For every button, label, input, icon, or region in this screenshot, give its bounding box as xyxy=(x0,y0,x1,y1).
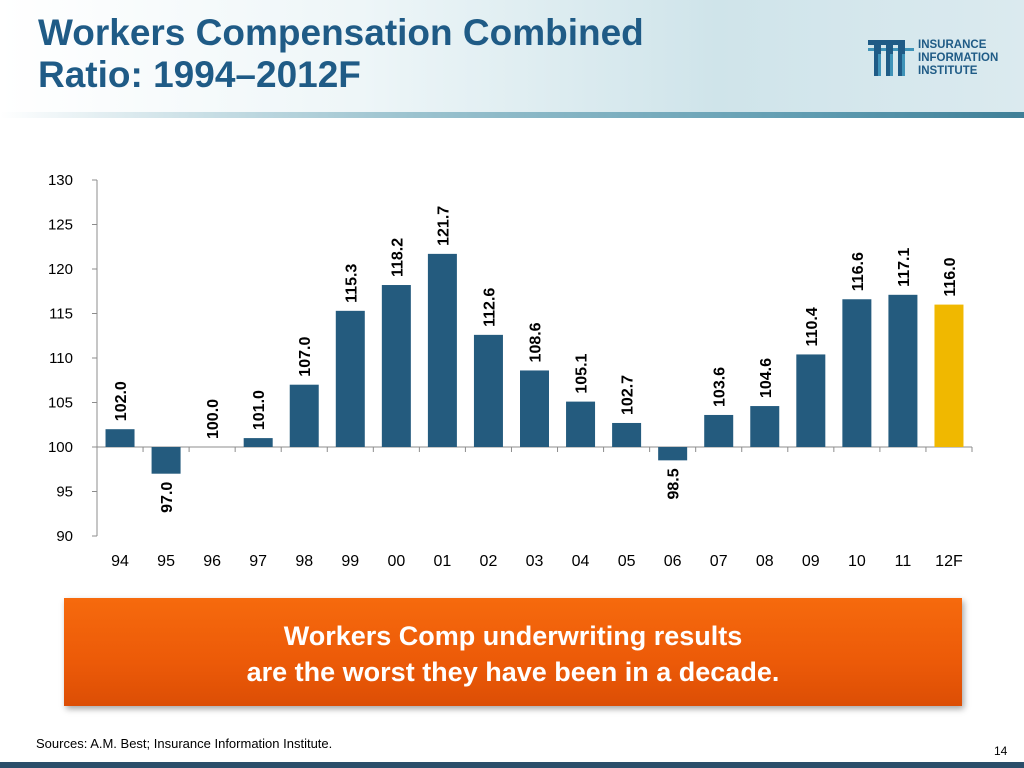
data-label: 101.0 xyxy=(251,390,268,430)
x-tick-label: 96 xyxy=(203,553,221,570)
data-label: 97.0 xyxy=(159,482,176,513)
x-tick-label: 94 xyxy=(111,553,129,570)
bar xyxy=(796,354,826,447)
data-label: 102.0 xyxy=(113,381,130,421)
x-tick-label: 01 xyxy=(433,553,451,570)
x-tick-label: 95 xyxy=(157,553,175,570)
x-tick-label: 10 xyxy=(848,553,866,570)
bar xyxy=(750,406,780,447)
data-label: 110.4 xyxy=(804,307,821,346)
title-line-1: Workers Compensation Combined xyxy=(38,12,644,53)
data-label: 112.6 xyxy=(481,288,498,327)
x-tick-label: 03 xyxy=(526,553,544,570)
iii-logo: INSURANCE INFORMATION INSTITUTE xyxy=(866,36,1016,80)
x-tick-label: 97 xyxy=(249,553,267,570)
x-tick-label: 11 xyxy=(895,553,912,570)
logo-line: INFORMATION xyxy=(918,52,999,64)
source-note: Sources: A.M. Best; Insurance Informatio… xyxy=(36,736,333,751)
logo-text: INSURANCE INFORMATION INSTITUTE xyxy=(918,39,998,78)
bar xyxy=(520,370,549,447)
x-tick-label: 09 xyxy=(802,553,820,570)
bar xyxy=(381,285,411,447)
y-tick-label: 120 xyxy=(48,261,73,278)
bar xyxy=(105,429,135,447)
data-label: 102.7 xyxy=(620,375,637,415)
y-tick-label: 125 xyxy=(48,217,73,234)
data-label: 121.7 xyxy=(435,206,452,246)
y-tick-label: 130 xyxy=(48,172,73,189)
bar xyxy=(243,438,273,447)
bar xyxy=(888,294,918,447)
data-label: 107.0 xyxy=(297,337,314,377)
x-tick-label: 04 xyxy=(572,553,590,570)
bar xyxy=(612,422,642,447)
bar xyxy=(842,299,872,447)
bar xyxy=(289,384,319,447)
bar xyxy=(704,414,734,447)
bar xyxy=(427,253,457,447)
data-label: 117.1 xyxy=(896,248,913,287)
title-line-2: Ratio: 1994–2012F xyxy=(38,54,361,95)
bar xyxy=(658,447,688,461)
x-tick-label: 07 xyxy=(710,553,728,570)
data-label: 98.5 xyxy=(666,468,683,499)
x-tick-label: 06 xyxy=(664,553,682,570)
data-label: 108.6 xyxy=(528,322,545,362)
bottom-bar xyxy=(0,762,1024,768)
bar xyxy=(566,401,596,447)
bar xyxy=(335,310,365,447)
callout-line-2: are the worst they have been in a decade… xyxy=(246,657,780,687)
data-label: 116.6 xyxy=(850,252,867,291)
y-tick-label: 95 xyxy=(56,484,73,501)
x-tick-label: 08 xyxy=(756,553,774,570)
x-tick-label: 00 xyxy=(387,553,405,570)
header-divider xyxy=(0,112,1024,118)
slide-title: Workers Compensation Combined Ratio: 199… xyxy=(38,12,644,96)
data-label: 116.0 xyxy=(942,257,959,296)
y-tick-label: 105 xyxy=(48,395,73,412)
y-tick-label: 115 xyxy=(49,306,73,323)
iii-logo-icon xyxy=(868,40,914,76)
header-background xyxy=(0,0,1024,118)
logo-line: INSURANCE xyxy=(918,39,987,51)
bar xyxy=(934,304,964,447)
x-tick-label: 05 xyxy=(618,553,636,570)
callout-box: Workers Comp underwriting results are th… xyxy=(64,598,962,706)
x-tick-label: 12F xyxy=(935,553,963,570)
bar xyxy=(151,447,181,474)
data-label: 105.1 xyxy=(574,353,591,393)
page-number: 14 xyxy=(994,744,1008,758)
y-tick-label: 100 xyxy=(48,439,73,456)
combined-ratio-bar-chart: 909510010511011512012513094102.09597.096… xyxy=(48,172,973,570)
data-label: 118.2 xyxy=(389,238,406,277)
x-tick-label: 98 xyxy=(295,553,313,570)
data-label: 104.6 xyxy=(758,358,775,398)
y-tick-label: 110 xyxy=(49,350,73,367)
data-label: 115.3 xyxy=(343,264,360,303)
callout-line-1: Workers Comp underwriting results xyxy=(283,621,743,651)
data-label: 100.0 xyxy=(205,399,222,439)
x-tick-label: 02 xyxy=(480,553,498,570)
logo-line: INSTITUTE xyxy=(918,65,978,77)
x-tick-label: 99 xyxy=(341,553,359,570)
data-label: 103.6 xyxy=(712,367,729,407)
bar xyxy=(473,334,503,447)
y-tick-label: 90 xyxy=(56,528,73,545)
